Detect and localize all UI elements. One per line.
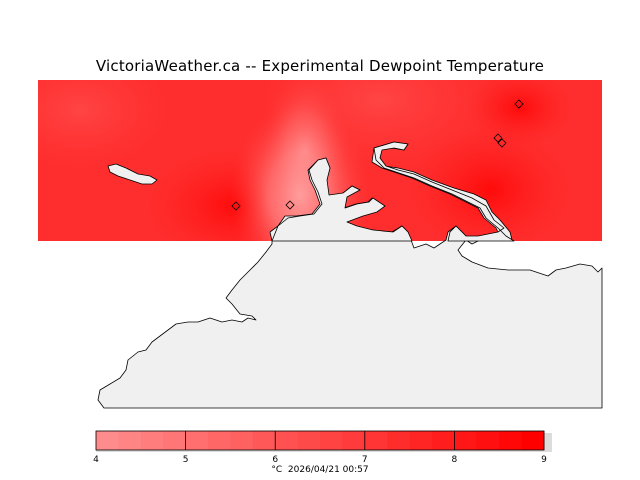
land-small-island bbox=[107, 163, 158, 185]
scale-tick-label: 9 bbox=[541, 455, 547, 465]
map-title: VictoriaWeather.ca -- Experimental Dewpo… bbox=[95, 57, 545, 75]
scale-step bbox=[163, 431, 187, 450]
scale-tick-label: 7 bbox=[362, 455, 368, 465]
station-northeast-marker bbox=[493, 133, 503, 143]
land-peninsula bbox=[271, 157, 413, 242]
scale-step bbox=[364, 431, 388, 450]
land-eastern-islands bbox=[373, 141, 515, 242]
station-north-marker bbox=[514, 99, 524, 109]
scale-step bbox=[118, 431, 142, 450]
scale-step bbox=[387, 431, 411, 450]
scale-step bbox=[476, 431, 500, 450]
scale-step bbox=[140, 431, 164, 450]
station-markers bbox=[231, 99, 524, 211]
scale-step bbox=[230, 431, 254, 450]
scale-step bbox=[208, 431, 231, 450]
scale-step bbox=[432, 431, 455, 450]
scale-step bbox=[275, 431, 299, 450]
station-centre-marker bbox=[285, 200, 295, 210]
scale-unit: °C bbox=[271, 465, 283, 475]
scale-step bbox=[521, 431, 545, 450]
scale-timestamp: 2026/04/21 00:57 bbox=[287, 465, 369, 475]
station-west-marker bbox=[231, 201, 241, 211]
scale-step bbox=[409, 431, 433, 450]
scale-step bbox=[96, 431, 119, 450]
scale-step bbox=[320, 431, 343, 450]
scale-step bbox=[342, 431, 366, 450]
scale-step bbox=[252, 431, 276, 450]
scale-tick-label: 5 bbox=[183, 455, 189, 465]
scale-tick-label: 6 bbox=[272, 455, 278, 465]
scale-tick-label: 4 bbox=[93, 455, 99, 465]
scale-step bbox=[297, 431, 321, 450]
scale-step bbox=[185, 431, 209, 450]
scale-step bbox=[499, 431, 523, 450]
color-scale: 4 5 6 7 8 9 bbox=[93, 430, 552, 465]
scale-step bbox=[454, 431, 478, 450]
scale-tick-label: 8 bbox=[452, 455, 458, 465]
scale-caption: °C 2026/04/21 00:57 bbox=[0, 464, 640, 476]
station-east-marker bbox=[497, 138, 507, 148]
